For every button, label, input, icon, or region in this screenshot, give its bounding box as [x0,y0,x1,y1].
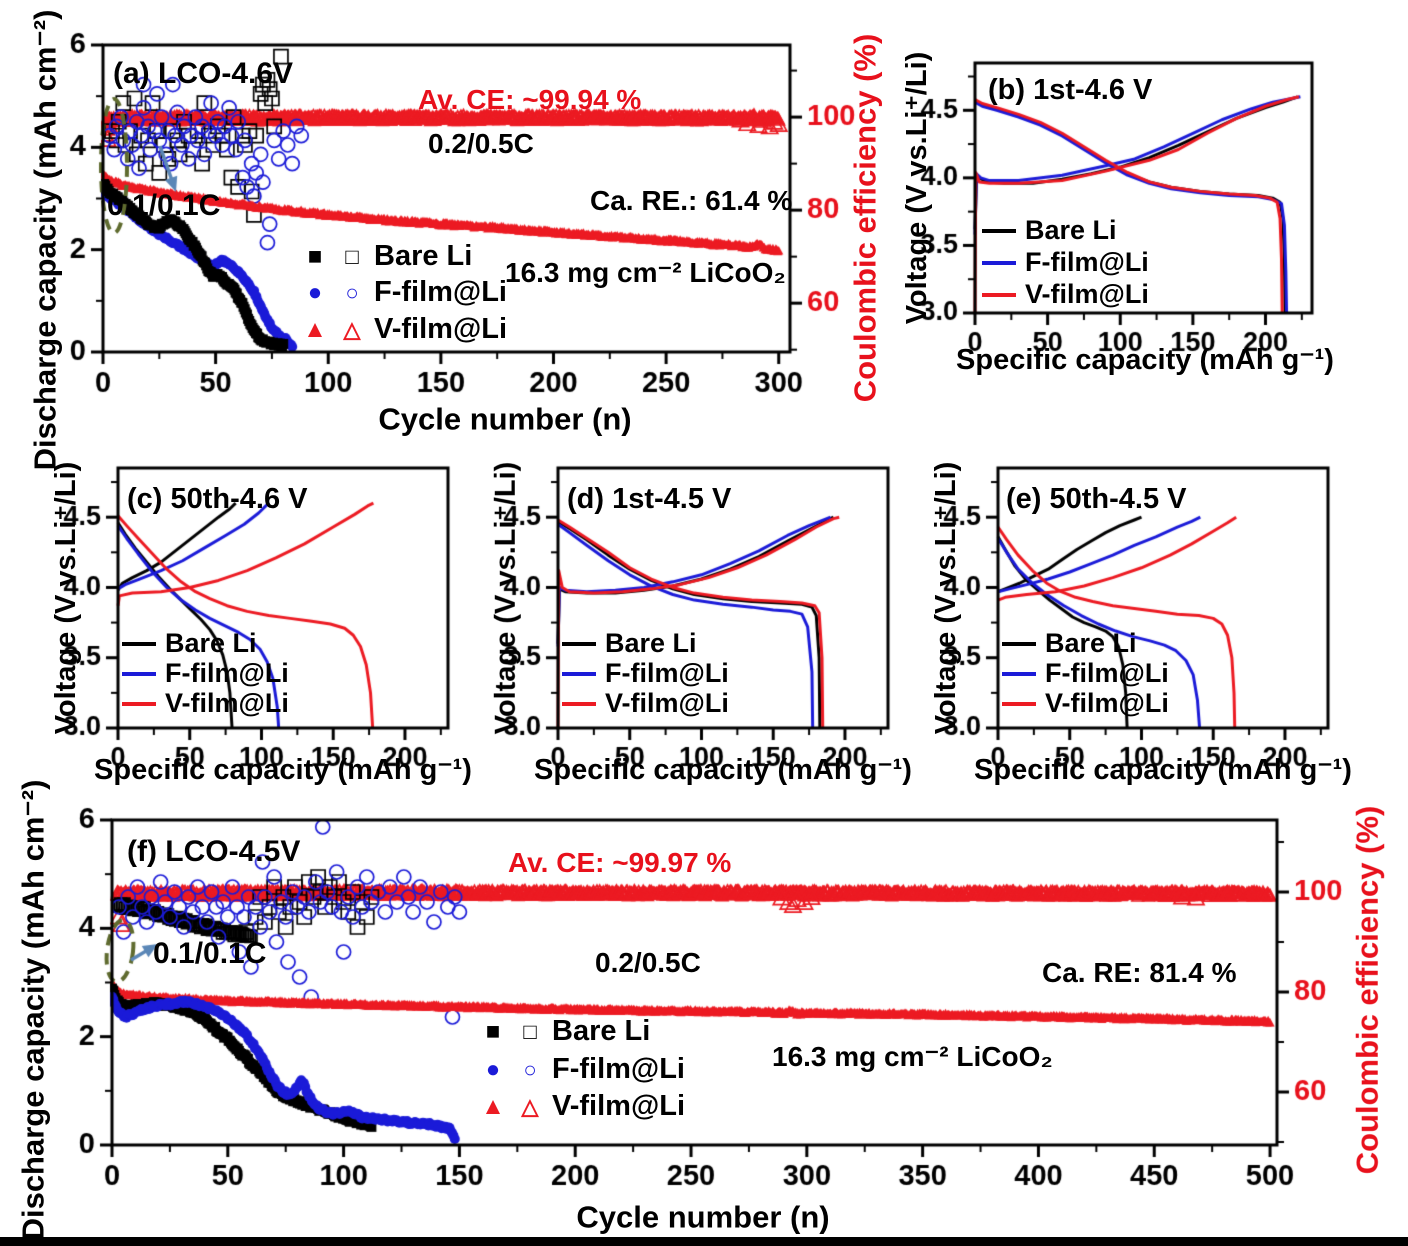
panel-e-y-axis-label: Voltage (V vs.Li⁺/Li) [929,461,962,735]
black-line-swatch-icon [982,228,1016,233]
legend-label: F-film@Li [1045,658,1169,688]
panel-a-x-axis-label: Cycle number (n) [378,401,632,437]
black-line-swatch-icon [562,641,596,646]
legend-label: V-film@Li [1025,279,1149,309]
panel-d-legend-v-film: V-film@Li [562,688,729,719]
panel-e-legend-f-film: F-film@Li [1002,658,1169,689]
open-triangle-icon: △ [521,1093,539,1119]
panel-b-y-axis-label: Voltage (V vs.Li⁺/Li) [900,51,933,325]
legend-label: F-film@Li [165,658,289,688]
legend-label: Bare Li [165,628,257,658]
panel-a-legend-v-film: ▲ △ V-film@Li [300,313,507,346]
panel-c-y-axis-label: Voltage (V vs.Li⁺/Li) [49,461,82,735]
red-line-swatch-icon [562,701,596,706]
legend-label: F-film@Li [1025,247,1149,277]
open-circle-icon: ○ [523,1056,537,1082]
open-circle-icon: ○ [345,279,359,305]
filled-square-icon: ■ [307,242,323,270]
legend-label: F-film@Li [552,1053,685,1085]
panel-e-legend-bare-li: Bare Li [1002,628,1137,659]
panel-f-y2-axis-label: Coulombic efficiency (%) [1349,805,1385,1175]
blue-line-swatch-icon [562,671,596,676]
panel-f-title: (f) LCO-4.5V [127,835,301,868]
panel-b-x-axis-label: Specific capacity (mAh g⁻¹) [956,343,1334,376]
red-line-swatch-icon [122,701,156,706]
panel-c-title: (c) 50th-4.6 V [127,483,308,515]
panel-a-legend-f-film: ● ○ F-film@Li [300,276,507,309]
red-line-swatch-icon [1002,701,1036,706]
panel-f-y-axis-label: Discharge capacity (mAh cm⁻²) [15,779,51,1241]
panel-b-legend-bare-li: Bare Li [982,215,1117,246]
legend-label: V-film@Li [165,688,289,718]
panel-a-rate-cycling: 0.2/0.5C [428,128,534,159]
legend-label: F-film@Li [605,658,729,688]
panel-f-x-axis-label: Cycle number (n) [576,1199,830,1235]
panel-d-title: (d) 1st-4.5 V [567,483,732,515]
open-square-icon: □ [345,243,359,269]
panel-e-x-axis-label: Specific capacity (mAh g⁻¹) [974,753,1352,786]
panel-d-legend-bare-li: Bare Li [562,628,697,659]
panel-d-legend-f-film: F-film@Li [562,658,729,689]
blue-line-swatch-icon [1002,671,1036,676]
panel-a-y2-axis-label: Coulombic efficiency (%) [847,33,883,403]
black-line-swatch-icon [122,641,156,646]
black-line-swatch-icon [1002,641,1036,646]
panel-b-title: (b) 1st-4.6 V [988,74,1153,106]
panel-f-legend-bare-li: ■ □ Bare Li [478,1015,651,1048]
filled-square-icon: ■ [485,1017,501,1045]
filled-triangle-icon: ▲ [481,1092,505,1120]
panel-f-rate-initial: 0.1/0.1C [153,937,267,970]
panel-d-y-axis-label: Voltage (V vs.Li⁺/Li) [489,461,522,735]
legend-label: Bare Li [552,1015,651,1047]
panel-a-y-axis-label: Discharge capacity (mAh cm⁻²) [27,9,63,471]
legend-label: Bare Li [1025,215,1117,245]
panel-c-legend-v-film: V-film@Li [122,688,289,719]
panel-c-legend-f-film: F-film@Li [122,658,289,689]
filled-circle-icon: ● [307,278,323,306]
panel-a-legend-bare-li: ■ □ Bare Li [300,240,473,273]
panel-a-avg-ce: Av. CE: ~99.94 % [418,84,642,115]
blue-line-swatch-icon [122,671,156,676]
panel-f-rate-cycling: 0.2/0.5C [595,947,701,978]
legend-label: V-film@Li [552,1090,686,1122]
legend-label: V-film@Li [605,688,729,718]
legend-label: V-film@Li [1045,688,1169,718]
panel-b-legend-f-film: F-film@Li [982,247,1149,278]
panel-a-title: (a) LCO-4.6V [113,57,294,90]
legend-label: Bare Li [1045,628,1137,658]
filled-triangle-icon: ▲ [303,315,327,343]
panel-f-legend-v-film: ▲ △ V-film@Li [478,1090,685,1123]
panel-f-capacity-retention: Ca. RE: 81.4 % [1042,957,1237,988]
panel-e-title: (e) 50th-4.5 V [1006,483,1187,515]
open-square-icon: □ [523,1018,537,1044]
panel-d-x-axis-label: Specific capacity (mAh g⁻¹) [534,753,912,786]
panel-e-legend-v-film: V-film@Li [1002,688,1169,719]
legend-label: Bare Li [605,628,697,658]
panel-f-legend-f-film: ● ○ F-film@Li [478,1053,685,1086]
legend-label: Bare Li [374,240,473,272]
panel-a-capacity-retention: Ca. RE.: 61.4 % [590,185,793,216]
panel-a-rate-initial: 0.1/0.1C [107,189,221,222]
legend-label: F-film@Li [374,276,507,308]
filled-circle-icon: ● [485,1055,501,1083]
panel-c-legend-bare-li: Bare Li [122,628,257,659]
panel-a-loading: 16.3 mg cm⁻² LiCoO₂ [505,257,786,288]
legend-label: V-film@Li [374,313,508,345]
panel-f-avg-ce: Av. CE: ~99.97 % [508,847,732,878]
blue-line-swatch-icon [982,260,1016,265]
open-triangle-icon: △ [343,316,361,342]
panel-b-legend-v-film: V-film@Li [982,279,1149,310]
panel-c-x-axis-label: Specific capacity (mAh g⁻¹) [94,753,472,786]
bottom-border-bar [0,1237,1408,1246]
red-line-swatch-icon [982,292,1016,297]
panel-f-loading: 16.3 mg cm⁻² LiCoO₂ [772,1041,1053,1072]
